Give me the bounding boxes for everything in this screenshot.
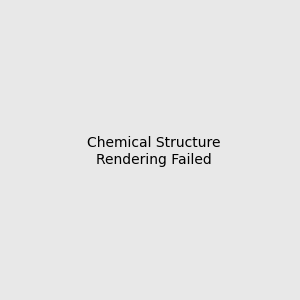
- Text: Chemical Structure
Rendering Failed: Chemical Structure Rendering Failed: [87, 136, 220, 166]
